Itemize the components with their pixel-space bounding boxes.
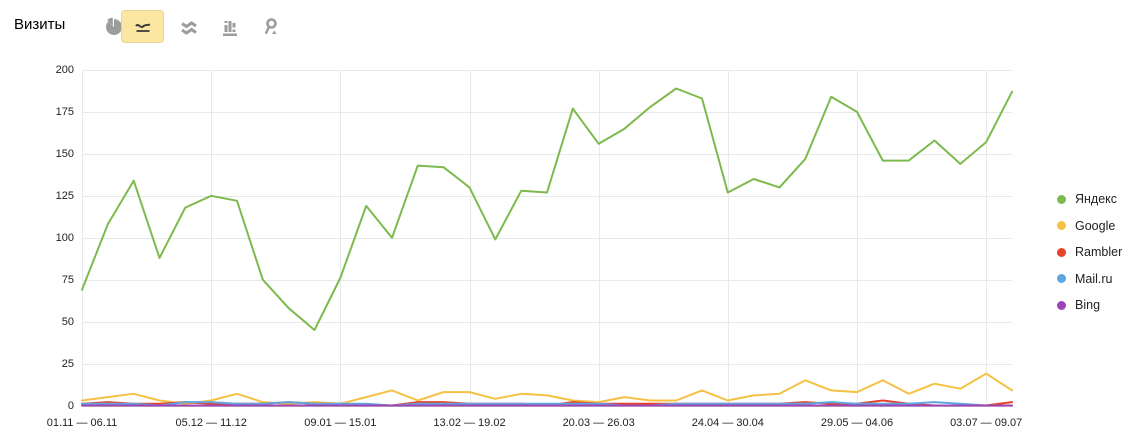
x-axis-label: 03.07 — 09.07: [950, 417, 1023, 429]
legend-item-rambler[interactable]: Rambler: [1057, 239, 1122, 266]
legend-dot: [1057, 221, 1066, 231]
x-axis-label: 01.11 — 06.11: [46, 417, 118, 429]
legend-label: Яндекс: [1075, 192, 1118, 207]
legend-label: Google: [1075, 218, 1116, 233]
x-axis-label: 05.12 — 11.12: [175, 417, 247, 429]
legend-dot: [1057, 194, 1066, 204]
y-axis-label: 75: [61, 273, 74, 286]
legend-item-bing[interactable]: Bing: [1057, 292, 1122, 319]
legend-item-mail-ru[interactable]: Mail.ru: [1057, 266, 1122, 293]
y-axis-label: 25: [61, 357, 74, 370]
line-chart-icon: [134, 23, 150, 32]
chart-type-map-button[interactable]: [253, 10, 287, 43]
legend-dot: [1057, 300, 1066, 310]
stacked-area-icon-button[interactable]: [172, 10, 206, 43]
x-axis-label: 29.05 — 04.06: [820, 417, 894, 429]
map-pin-icon: [264, 17, 277, 34]
y-axis-label: 0: [67, 399, 74, 412]
y-axis-label: 150: [55, 147, 74, 160]
y-axis-label: 200: [55, 64, 74, 76]
chart-type-columns-button[interactable]: [213, 10, 247, 43]
chart-legend: Яндекс Google Rambler Mail.ru Bing: [1057, 186, 1122, 319]
legend-item-google[interactable]: Google: [1057, 213, 1122, 240]
legend-label: Mail.ru: [1075, 271, 1113, 286]
y-axis: 0 25 50 75 100 125 150 175 200: [0, 0, 74, 448]
stacked-area-icon: [181, 20, 197, 35]
legend-label: Rambler: [1075, 245, 1123, 260]
x-axis-label: 09.01 — 15.01: [304, 417, 377, 429]
legend-item-яндекс[interactable]: Яндекс: [1057, 186, 1122, 213]
chart-type-pie-button[interactable]: [99, 10, 128, 43]
legend-label: Bing: [1075, 298, 1101, 313]
column-chart-icon: [223, 20, 237, 36]
chart-type-line-button[interactable]: [121, 10, 164, 43]
x-axis-label: 13.02 — 19.02: [433, 417, 506, 429]
y-axis-label: 50: [61, 315, 74, 328]
page-title: Визиты: [14, 16, 66, 33]
legend-dot: [1057, 247, 1066, 257]
x-axis-label: 20.03 — 26.03: [562, 417, 635, 429]
pie-chart-icon: [105, 17, 122, 35]
y-axis-label: 175: [55, 105, 74, 118]
y-axis-label: 100: [55, 231, 74, 244]
y-axis-label: 125: [55, 189, 74, 202]
legend-dot: [1057, 274, 1066, 284]
x-axis-label: 24.04 — 30.04: [691, 417, 764, 429]
